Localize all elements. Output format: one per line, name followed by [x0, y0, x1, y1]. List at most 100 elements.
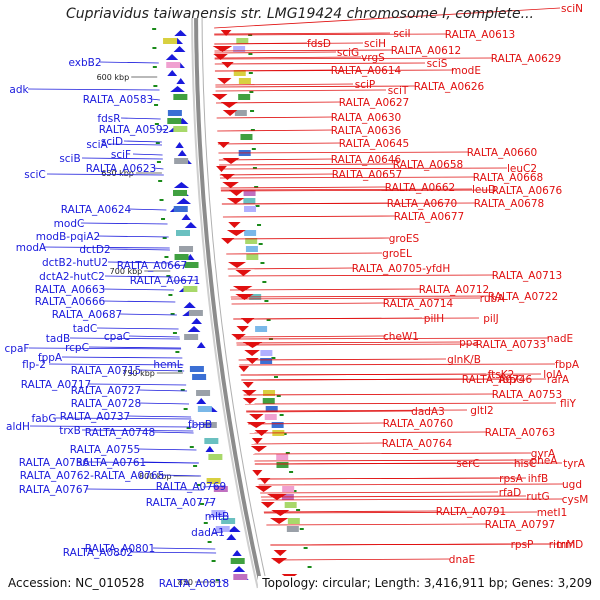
leader-line [263, 510, 439, 513]
tick-mark [172, 332, 177, 334]
gene-arrow-right-strand [255, 486, 273, 492]
gene-label-right-strand: rpsA [499, 473, 523, 485]
annotation-block [206, 478, 221, 484]
gene-label-left-strand: RALTA_A0583 [83, 94, 153, 106]
annotation-block [184, 262, 199, 268]
gene-arrow-right-strand [269, 518, 289, 524]
gene-label-left-strand: sciD [101, 136, 123, 148]
leader-line [219, 163, 396, 166]
gene-arrow-right-strand [235, 270, 252, 276]
tick-mark [152, 28, 157, 30]
leader-line [221, 579, 228, 584]
leader-line [81, 429, 194, 432]
annotation-block [167, 110, 182, 116]
leader-line [230, 297, 481, 300]
gene-label-right-strand: pilJ [483, 313, 499, 325]
gene-label-left-strand: fdsR [97, 113, 120, 125]
gene-label-left-strand: RALTA_A0624 [61, 204, 132, 216]
map-title: Cupriavidus taiwanensis str. LMG19424 ch… [65, 6, 534, 22]
gene-arrow-right-strand [240, 318, 255, 324]
gene-arrow-right-strand [246, 422, 266, 428]
annotation-block [233, 46, 246, 52]
gene-arrow-left-strand [174, 30, 187, 36]
leader-line [230, 295, 491, 298]
gene-label-right-strand: RALTA_A0678 [474, 198, 544, 210]
tick-mark [296, 509, 301, 511]
gene-arrow-right-strand [242, 398, 257, 404]
annotation-block [192, 374, 207, 380]
gene-label-left-strand: RALTA_A0762-RALTA_A0765 [20, 470, 165, 482]
leader-line [270, 543, 559, 546]
gene-arrow-left-strand [176, 78, 186, 84]
leader-line [150, 98, 160, 101]
gene-label-right-strand: hisC [514, 458, 536, 470]
leader-line [29, 425, 193, 428]
leader-line [107, 261, 172, 264]
tick-mark [193, 465, 198, 467]
topology-label: Topology: [262, 576, 319, 590]
tick-mark [282, 433, 287, 435]
gene-label-right-strand: cheW1 [383, 331, 419, 343]
gene-label-left-strand: cpaF [5, 343, 30, 355]
gene-label-right-strand: fliY [560, 398, 577, 410]
gene-label-right-strand: rfaD [499, 487, 522, 499]
leader-line [229, 288, 422, 291]
leader-line [236, 343, 479, 346]
leader-line [245, 402, 557, 405]
tick-mark [162, 237, 167, 239]
tick-mark [307, 566, 312, 568]
gene-label-right-strand: fdsD [307, 38, 331, 50]
leader-line [128, 208, 167, 211]
leader-line [235, 335, 387, 338]
gene-arrow-right-strand [273, 550, 287, 556]
tick-mark [262, 281, 267, 283]
gene-label-left-strand: RALTA_A0802 [63, 547, 133, 559]
gene-label-left-strand: RALTA_A0756 [19, 457, 90, 469]
tick-mark [271, 357, 276, 359]
tick-mark [254, 186, 259, 188]
leader-line [236, 341, 461, 344]
gene-label-right-strand: ftsK2 [488, 369, 515, 381]
annotation-block [163, 38, 178, 44]
kbp-tick-label: 750 kbp [122, 369, 155, 378]
leader-line [119, 313, 177, 316]
leader-line [27, 88, 160, 91]
gene-label-right-strand: RALTA_A0662 [385, 182, 455, 194]
gene-label-left-strand: fabG [32, 413, 57, 425]
tick-mark [166, 275, 171, 277]
gene-label-left-strand: RALTA_A0666 [35, 296, 106, 308]
gene-label-left-strand: cpaC [104, 331, 130, 343]
gene-arrow-right-strand [249, 414, 264, 420]
annotation-block [173, 206, 188, 212]
gene-arrow-left-strand [170, 86, 185, 92]
leader-line [233, 317, 480, 320]
leader-line [273, 558, 451, 561]
annotation-block [271, 422, 284, 428]
tick-mark [215, 579, 220, 581]
gene-arrow-left-strand [196, 398, 207, 404]
gene-arrow-right-strand [220, 102, 238, 108]
tick-mark [250, 129, 255, 131]
tick-mark [260, 262, 265, 264]
annotation-block [196, 390, 211, 396]
map-footer: Accession: NC_010528 Topology: circular;… [0, 574, 600, 594]
gene-label-left-strand: exbB2 [68, 57, 101, 69]
annotation-block [202, 422, 217, 428]
gene-label-right-strand: RALTA_A0627 [339, 97, 409, 109]
gene-arrow-right-strand [260, 502, 275, 508]
gene-arrow-left-strand [227, 526, 241, 532]
gene-label-right-strand: metI1 [537, 507, 568, 519]
gene-arrow-left-strand [187, 326, 201, 332]
leader-line [254, 462, 563, 465]
tick-mark [156, 161, 161, 163]
leader-line [218, 158, 334, 161]
gene-label-right-strand: nadE [547, 333, 573, 345]
gene-arrow-left-strand [173, 46, 186, 52]
gene-label-right-strand: rutG [526, 491, 549, 503]
annotation-block [230, 558, 245, 564]
leader-line [221, 202, 477, 205]
gene-label-right-strand: sciI [393, 28, 410, 40]
gene-label-right-strand: rpsP [511, 539, 534, 551]
annotation-block [233, 70, 246, 76]
annotation-block [245, 246, 258, 252]
